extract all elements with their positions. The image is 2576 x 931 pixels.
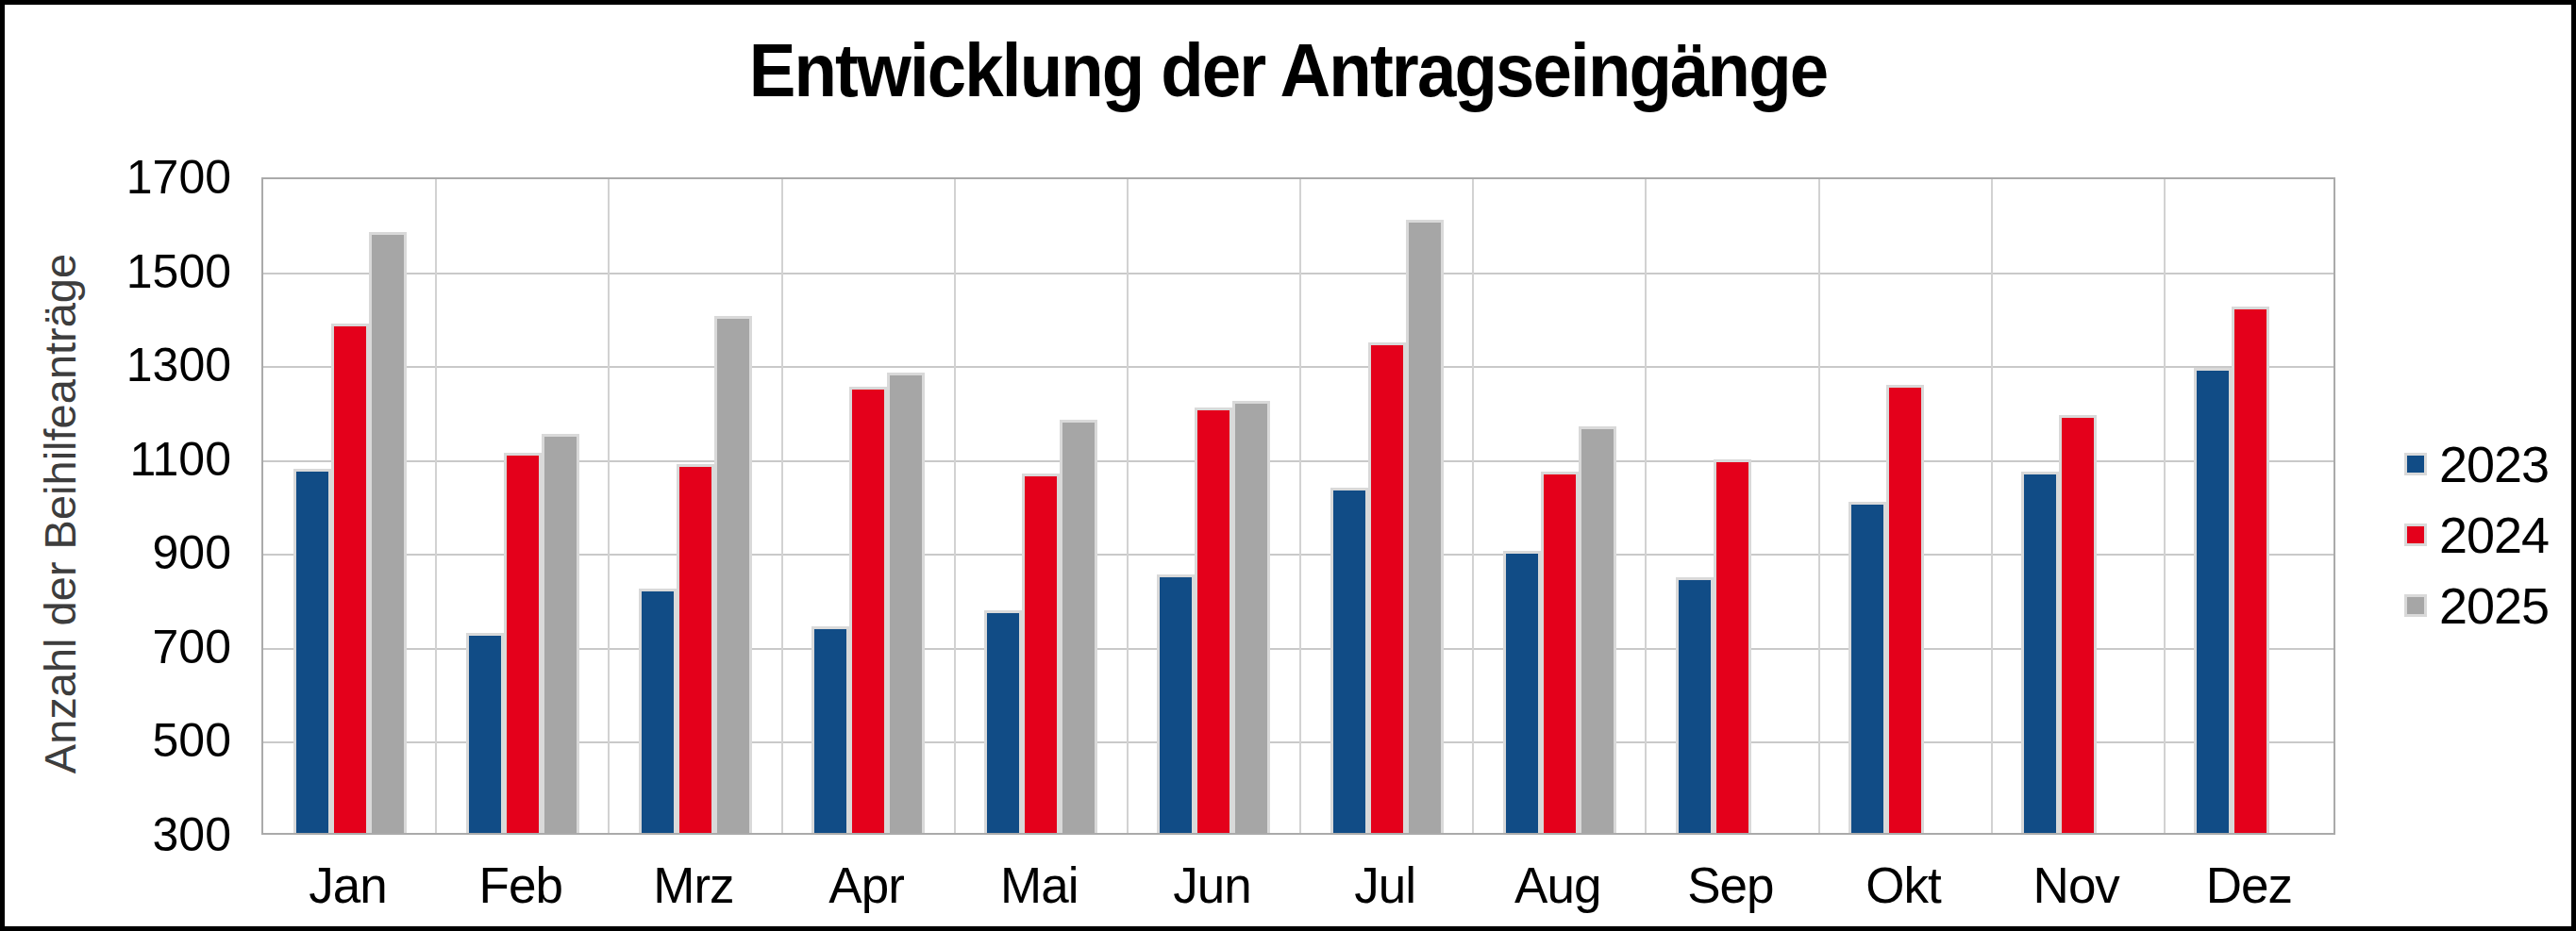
x-category-label-jun: Jun (1125, 856, 1298, 914)
x-category-label-jul: Jul (1298, 856, 1472, 914)
x-category-label-feb: Feb (434, 856, 608, 914)
vertical-gridline (1299, 179, 1301, 833)
bar-2025-apr[interactable] (887, 373, 925, 833)
x-category-label-nov: Nov (1989, 856, 2163, 914)
legend-item-2024: 2024 (2404, 508, 2549, 561)
bar-2024-nov[interactable] (2059, 415, 2097, 833)
y-tick-label-1300: 1300 (42, 341, 231, 390)
vertical-gridline (2164, 179, 2166, 833)
chart-title: Entwicklung der Antragseingänge (94, 27, 2482, 114)
legend-item-2023: 2023 (2404, 438, 2549, 490)
chart-canvas: Entwicklung der Antragseingänge Anzahl d… (0, 0, 2576, 931)
x-category-label-sep: Sep (1644, 856, 1817, 914)
bar-2023-jul[interactable] (1330, 488, 1368, 833)
x-category-label-okt: Okt (1816, 856, 1990, 914)
legend-swatch-2024-icon (2404, 524, 2427, 546)
bar-2023-apr[interactable] (811, 626, 849, 833)
bar-2023-mrz[interactable] (639, 589, 677, 833)
bar-2024-aug[interactable] (1541, 472, 1579, 833)
bar-2025-jul[interactable] (1406, 220, 1444, 833)
x-category-label-mai: Mai (952, 856, 1126, 914)
vertical-gridline (1127, 179, 1129, 833)
bar-2023-feb[interactable] (466, 633, 504, 833)
vertical-gridline (1818, 179, 1820, 833)
horizontal-gridline (263, 366, 2333, 368)
bar-2024-mrz[interactable] (677, 464, 714, 833)
bar-2024-feb[interactable] (504, 453, 542, 833)
legend-item-2025: 2025 (2404, 579, 2549, 632)
plot-area (261, 177, 2335, 835)
bar-2023-jan[interactable] (293, 469, 331, 833)
x-category-label-apr: Apr (779, 856, 953, 914)
bar-2024-mai[interactable] (1022, 474, 1060, 833)
bar-2023-jun[interactable] (1157, 574, 1195, 833)
bar-2024-jun[interactable] (1195, 407, 1232, 833)
x-category-label-mrz: Mrz (607, 856, 780, 914)
legend-label: 2025 (2439, 576, 2549, 635)
y-tick-label-300: 300 (42, 810, 231, 859)
legend-swatch-2025-icon (2404, 594, 2427, 617)
bar-2024-dez[interactable] (2232, 307, 2269, 833)
vertical-gridline (1991, 179, 1993, 833)
bar-2024-apr[interactable] (849, 387, 887, 833)
x-category-label-aug: Aug (1471, 856, 1645, 914)
vertical-gridline (1472, 179, 1474, 833)
bar-2024-okt[interactable] (1886, 385, 1924, 833)
y-tick-label-500: 500 (42, 716, 231, 765)
horizontal-gridline (263, 273, 2333, 274)
bar-2025-jan[interactable] (369, 232, 407, 833)
bar-2024-jul[interactable] (1368, 342, 1406, 833)
bar-2023-mai[interactable] (984, 610, 1022, 833)
vertical-gridline (781, 179, 783, 833)
vertical-gridline (435, 179, 437, 833)
vertical-gridline (608, 179, 610, 833)
bar-2025-jun[interactable] (1232, 401, 1270, 833)
bar-2025-mrz[interactable] (714, 316, 752, 833)
bar-2025-feb[interactable] (542, 434, 579, 833)
vertical-gridline (1645, 179, 1647, 833)
bar-2024-jan[interactable] (331, 324, 369, 833)
bar-2023-dez[interactable] (2194, 368, 2232, 833)
bar-2025-aug[interactable] (1579, 426, 1616, 833)
x-category-label-dez: Dez (2162, 856, 2335, 914)
legend-swatch-2023-icon (2404, 453, 2427, 475)
bar-2024-sep[interactable] (1714, 459, 1751, 833)
bar-2023-okt[interactable] (1848, 502, 1886, 833)
legend-label: 2023 (2439, 435, 2549, 493)
y-tick-label-900: 900 (42, 528, 231, 577)
y-tick-label-700: 700 (42, 623, 231, 672)
bar-2025-mai[interactable] (1060, 420, 1097, 833)
legend: 2023 2024 2025 (2404, 438, 2549, 650)
y-tick-label-1500: 1500 (42, 247, 231, 296)
y-tick-label-1700: 1700 (42, 153, 231, 202)
bar-2023-aug[interactable] (1503, 551, 1541, 833)
legend-label: 2024 (2439, 506, 2549, 564)
y-tick-label-1100: 1100 (42, 435, 231, 484)
x-category-label-jan: Jan (261, 856, 435, 914)
vertical-gridline (954, 179, 956, 833)
bar-2023-sep[interactable] (1676, 577, 1714, 833)
bar-2023-nov[interactable] (2021, 472, 2059, 833)
